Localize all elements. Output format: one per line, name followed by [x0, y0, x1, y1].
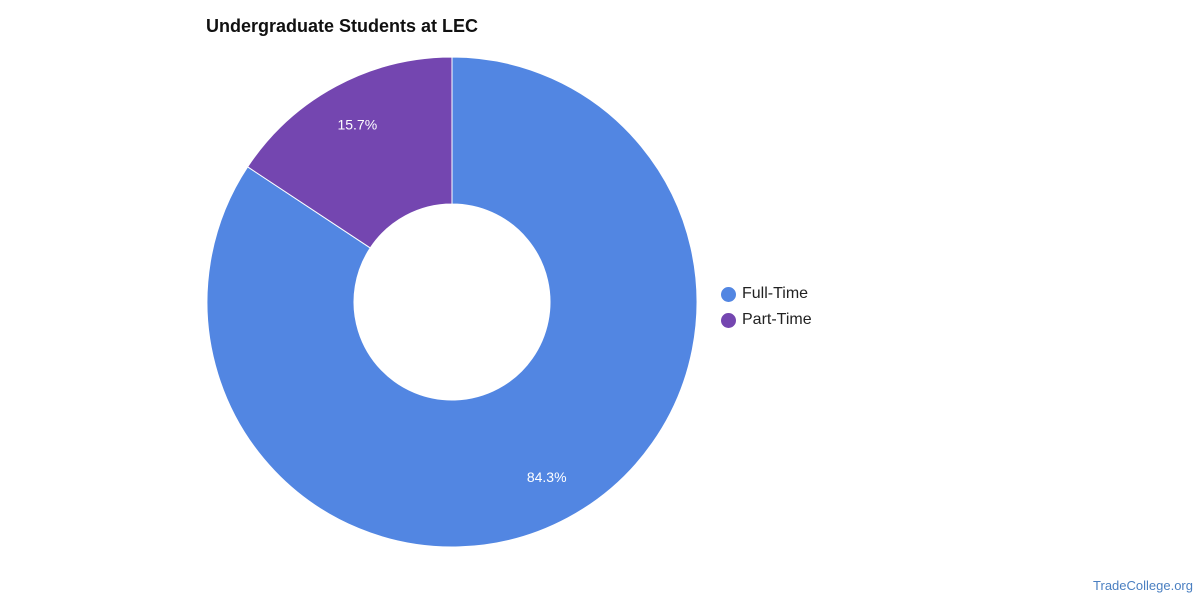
legend-item-full-time[interactable]: Full-Time — [721, 281, 812, 307]
legend-swatch-full-time — [721, 286, 736, 302]
slice-labels-group: 84.3% 15.7% — [337, 117, 566, 485]
slice-part-time[interactable] — [246, 56, 453, 249]
chart-title: Undergraduate Students at LEC — [206, 16, 479, 36]
legend: Full-Time Part-Time — [721, 281, 812, 333]
legend-label-full-time: Full-Time — [742, 285, 809, 302]
slices-group — [206, 56, 698, 548]
legend-label-part-time: Part-Time — [742, 311, 812, 328]
legend-item-part-time[interactable]: Part-Time — [721, 307, 812, 333]
source-link[interactable]: TradeCollege.org — [1093, 578, 1193, 593]
slice-full-time[interactable] — [206, 56, 698, 548]
legend-swatch-part-time — [721, 312, 736, 328]
slice-label-full-time: 84.3% — [527, 469, 567, 485]
slice-label-part-time: 15.7% — [337, 117, 377, 133]
